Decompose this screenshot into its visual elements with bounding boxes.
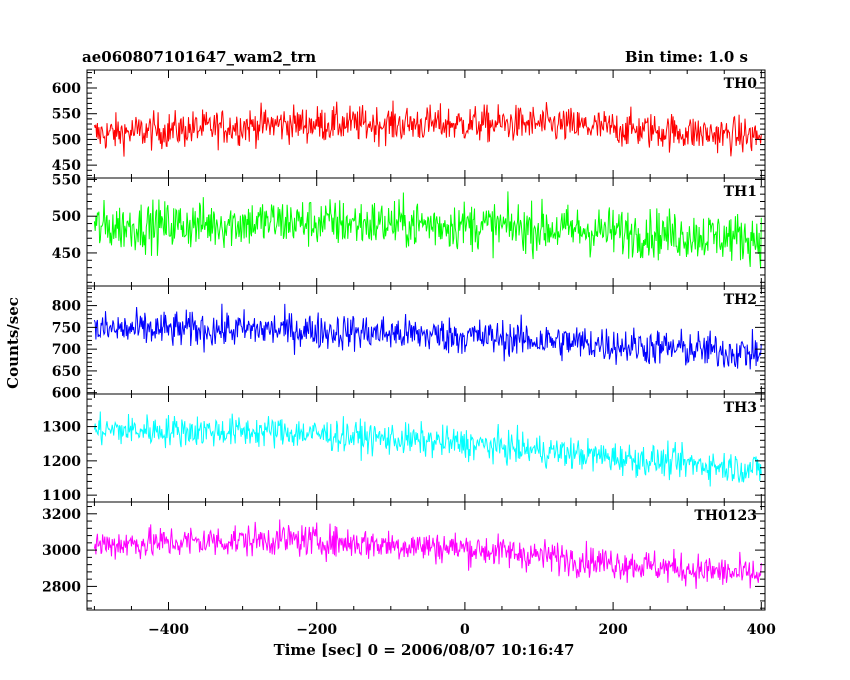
y-tick-label: 600	[52, 81, 81, 97]
y-tick-label: 1300	[42, 420, 81, 436]
panel-label-th0123: TH0123	[694, 508, 757, 524]
y-tick-label: 3200	[42, 507, 81, 523]
x-tick-label: 200	[598, 622, 627, 638]
y-tick-label: 750	[52, 320, 81, 336]
panels-group: 450 500 550 600 TH0 450 500 550 TH1 600 650 700 750 8…	[42, 69, 766, 611]
series-line-th0123	[93, 519, 762, 589]
y-tick-label: 3000	[42, 543, 81, 559]
panel-label-th2: TH2	[724, 292, 757, 308]
x-tick-label: −200	[296, 622, 337, 638]
chart-subtitle: Bin time: 1.0 s	[625, 48, 748, 66]
panel-th3: 1100 1200 1300 TH3	[42, 393, 766, 504]
panel-th2: 600 650 700 750 800 TH2	[52, 285, 766, 402]
y-tick-label: 700	[52, 342, 81, 358]
y-tick-label: 2800	[42, 579, 81, 595]
series-line-th0	[93, 100, 762, 157]
y-tick-label: 1200	[42, 454, 81, 470]
panel-frame	[86, 501, 766, 611]
y-axis-label: Counts/sec	[4, 297, 22, 389]
panel-label-th3: TH3	[724, 400, 757, 416]
y-tick-label: 450	[52, 158, 81, 174]
x-tick-label: 0	[460, 622, 470, 638]
series-line-th1	[93, 191, 762, 269]
y-tick-label: 500	[52, 209, 81, 225]
x-tick-label: 400	[747, 622, 776, 638]
y-tick-label: 550	[52, 107, 81, 123]
x-tick-label: −400	[148, 622, 189, 638]
y-tick-label: 500	[52, 132, 81, 148]
y-tick-label: 450	[52, 246, 81, 262]
chart-title: ae060807101647_wam2_trn	[82, 48, 316, 66]
x-axis: −400 −200 0 200 400	[148, 622, 776, 638]
series-line-th2	[93, 303, 762, 370]
panel-th0123: 2800 3000 3200 TH0123	[42, 501, 766, 611]
panel-th0: 450 500 550 600 TH0	[52, 69, 766, 179]
series-line-th3	[93, 411, 762, 487]
x-axis-label: Time [sec] 0 = 2006/08/07 10:16:47	[274, 641, 575, 659]
y-tick-label: 800	[52, 299, 81, 315]
panel-label-th1: TH1	[724, 184, 757, 200]
y-tick-label: 1100	[42, 488, 81, 504]
panel-th1: 450 500 550 TH1	[52, 172, 766, 287]
y-tick-label: 550	[52, 172, 81, 188]
y-tick-label: 650	[52, 364, 81, 380]
panel-label-th0: TH0	[724, 76, 758, 92]
y-tick-label: 600	[52, 386, 81, 402]
